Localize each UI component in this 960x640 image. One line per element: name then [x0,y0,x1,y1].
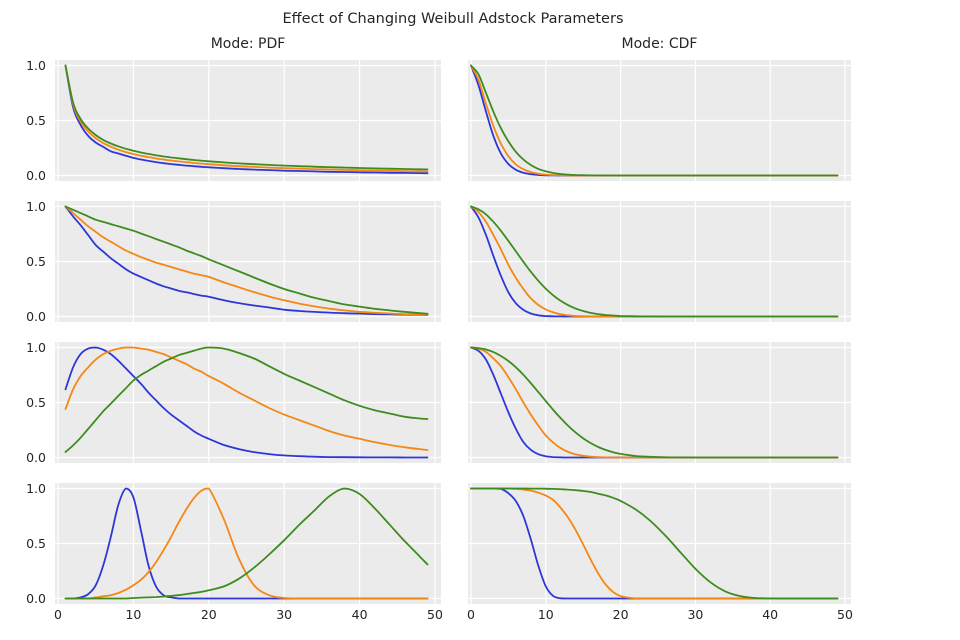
x-tick-label: 20 [612,607,629,622]
chart-canvas [468,60,851,181]
y-tick-label: 0.0 [26,449,46,465]
chart-canvas [55,60,441,181]
y-tick-label: 0.0 [26,590,46,606]
x-tick-label: 0 [54,607,62,622]
subplot-pdf-row4 [55,483,441,604]
series-line-orange [64,346,429,451]
y-tick-label: 0.5 [26,535,46,551]
chart-canvas [55,483,441,604]
x-tick-label: 0 [467,607,475,622]
series-line-blue [64,346,429,459]
x-tick-label: 50 [427,607,443,622]
series-line-green [470,346,839,459]
series-line-green [64,487,429,600]
y-tick-label: 0.5 [26,112,46,128]
x-tick-label: 10 [537,607,554,622]
x-tick-label: 30 [687,607,704,622]
column-title-cdf: Mode: CDF [621,36,698,52]
subplot-pdf-row1 [55,60,441,181]
chart-canvas [468,201,851,322]
x-tick-label: 20 [200,607,217,622]
x-tick-label: 10 [125,607,142,622]
x-tick-label: 50 [837,607,853,622]
y-tick-label: 0.0 [26,167,46,183]
chart-canvas [468,483,851,604]
subplot-cdf-row4 [468,483,851,604]
x-tick-label: 40 [762,607,779,622]
subplot-pdf-row2 [55,201,441,322]
chart-canvas [55,201,441,322]
y-tick-label: 0.0 [26,308,46,324]
subplot-cdf-row3 [468,342,851,463]
series-line-blue [64,205,429,316]
y-tick-label: 1.0 [26,480,46,496]
chart-canvas [468,342,851,463]
series-line-green [470,64,839,177]
x-tick-label: 30 [276,607,293,622]
series-line-orange [64,205,429,316]
series-line-orange [64,487,429,600]
y-tick-label: 1.0 [26,57,46,73]
y-tick-label: 0.5 [26,253,46,269]
series-line-green [64,346,429,453]
subplot-pdf-row3 [55,342,441,463]
y-tick-label: 0.5 [26,394,46,410]
series-line-green [470,205,839,318]
subplot-cdf-row2 [468,201,851,322]
chart-canvas [55,342,441,463]
series-line-orange [64,64,429,173]
series-line-green [64,64,429,171]
series-line-blue [64,64,429,175]
x-tick-label: 40 [351,607,368,622]
figure-title: Effect of Changing Weibull Adstock Param… [282,11,624,27]
y-tick-label: 1.0 [26,339,46,355]
series-line-green [64,205,429,315]
subplot-cdf-row1 [468,60,851,181]
column-title-pdf: Mode: PDF [210,36,286,52]
y-tick-label: 1.0 [26,198,46,214]
series-line-green [470,487,839,600]
